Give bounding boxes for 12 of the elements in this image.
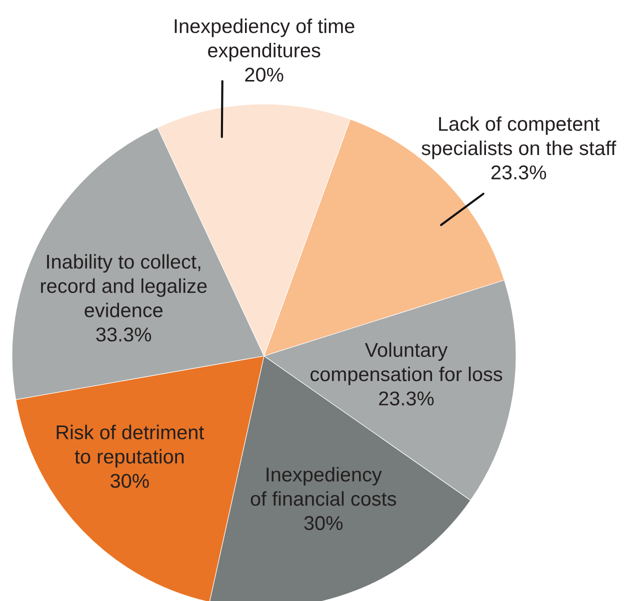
data-label: 33.3% (96, 327, 152, 342)
data-label: 30% (304, 516, 343, 530)
data-label: 30% (110, 474, 149, 488)
slice-label: Voluntary compensation for loss (310, 342, 502, 386)
slice-label: Lack of competent specialists on the staff (422, 116, 616, 160)
slice-label: Risk of detriment to reputation (56, 424, 204, 468)
data-label: 23.3% (379, 391, 434, 406)
data-label: 20% (245, 68, 284, 82)
slice-label: Inability to collect, record and legalize evidence (41, 254, 207, 318)
data-label: 23.3% (491, 165, 546, 180)
slice-label: Inexpediency of time expenditures (174, 18, 354, 62)
slice-label: Inexpediency of financial costs (250, 466, 396, 506)
